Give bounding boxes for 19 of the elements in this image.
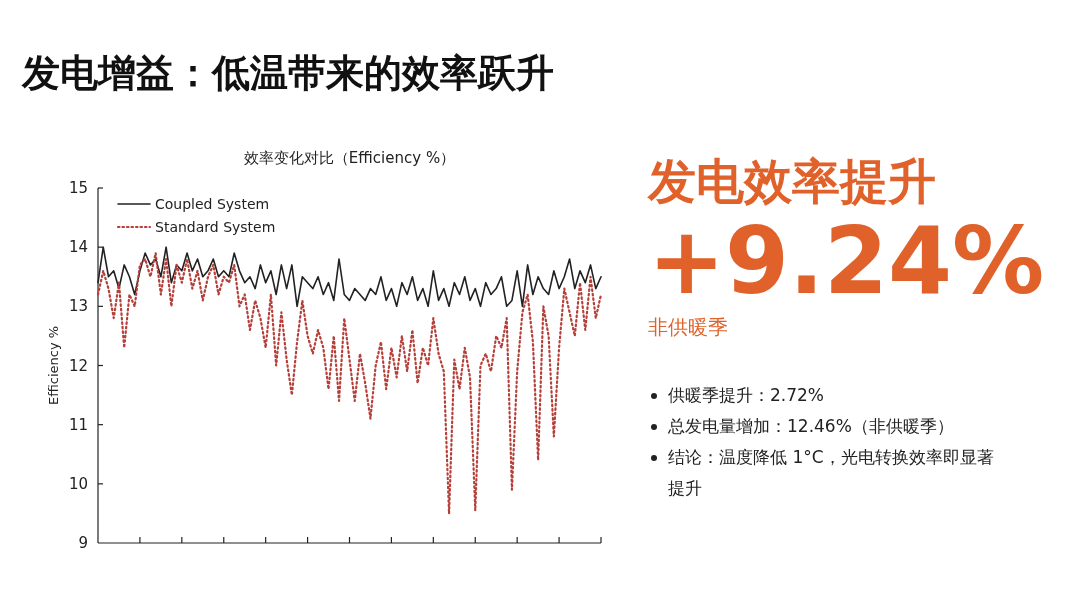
text: 供暖季提升：2.72% bbox=[668, 385, 825, 405]
text: 发电效率提升 bbox=[648, 152, 937, 211]
y-tick-label: 10 bbox=[68, 474, 88, 493]
chart-title: 发电增益：低温带来的效率跃升 bbox=[21, 51, 554, 95]
y-tick-label: 9 bbox=[78, 534, 88, 552]
y-tick-label: 14 bbox=[68, 238, 88, 257]
y-tick-label: 15 bbox=[68, 179, 88, 197]
text: +9.24% bbox=[648, 208, 1046, 315]
y-tick-label: 13 bbox=[68, 297, 88, 316]
legend-label: Coupled System bbox=[155, 196, 270, 212]
legend-label: Standard System bbox=[155, 219, 276, 235]
y-tick-label: 11 bbox=[68, 415, 88, 434]
chart-subtitle: 效率变化对比（Efficiency %） bbox=[243, 149, 456, 167]
line-series bbox=[96, 251, 603, 515]
y-tick-label: 12 bbox=[68, 356, 88, 375]
text: 总发电量增加：12.46%（非供暖季） bbox=[668, 416, 954, 436]
y-axis-title: Efficiency % bbox=[46, 325, 61, 406]
text: 结论：温度降低 1°C，光电转换效率即显著提升 bbox=[668, 447, 994, 498]
text: 非供暖季 bbox=[648, 314, 729, 341]
